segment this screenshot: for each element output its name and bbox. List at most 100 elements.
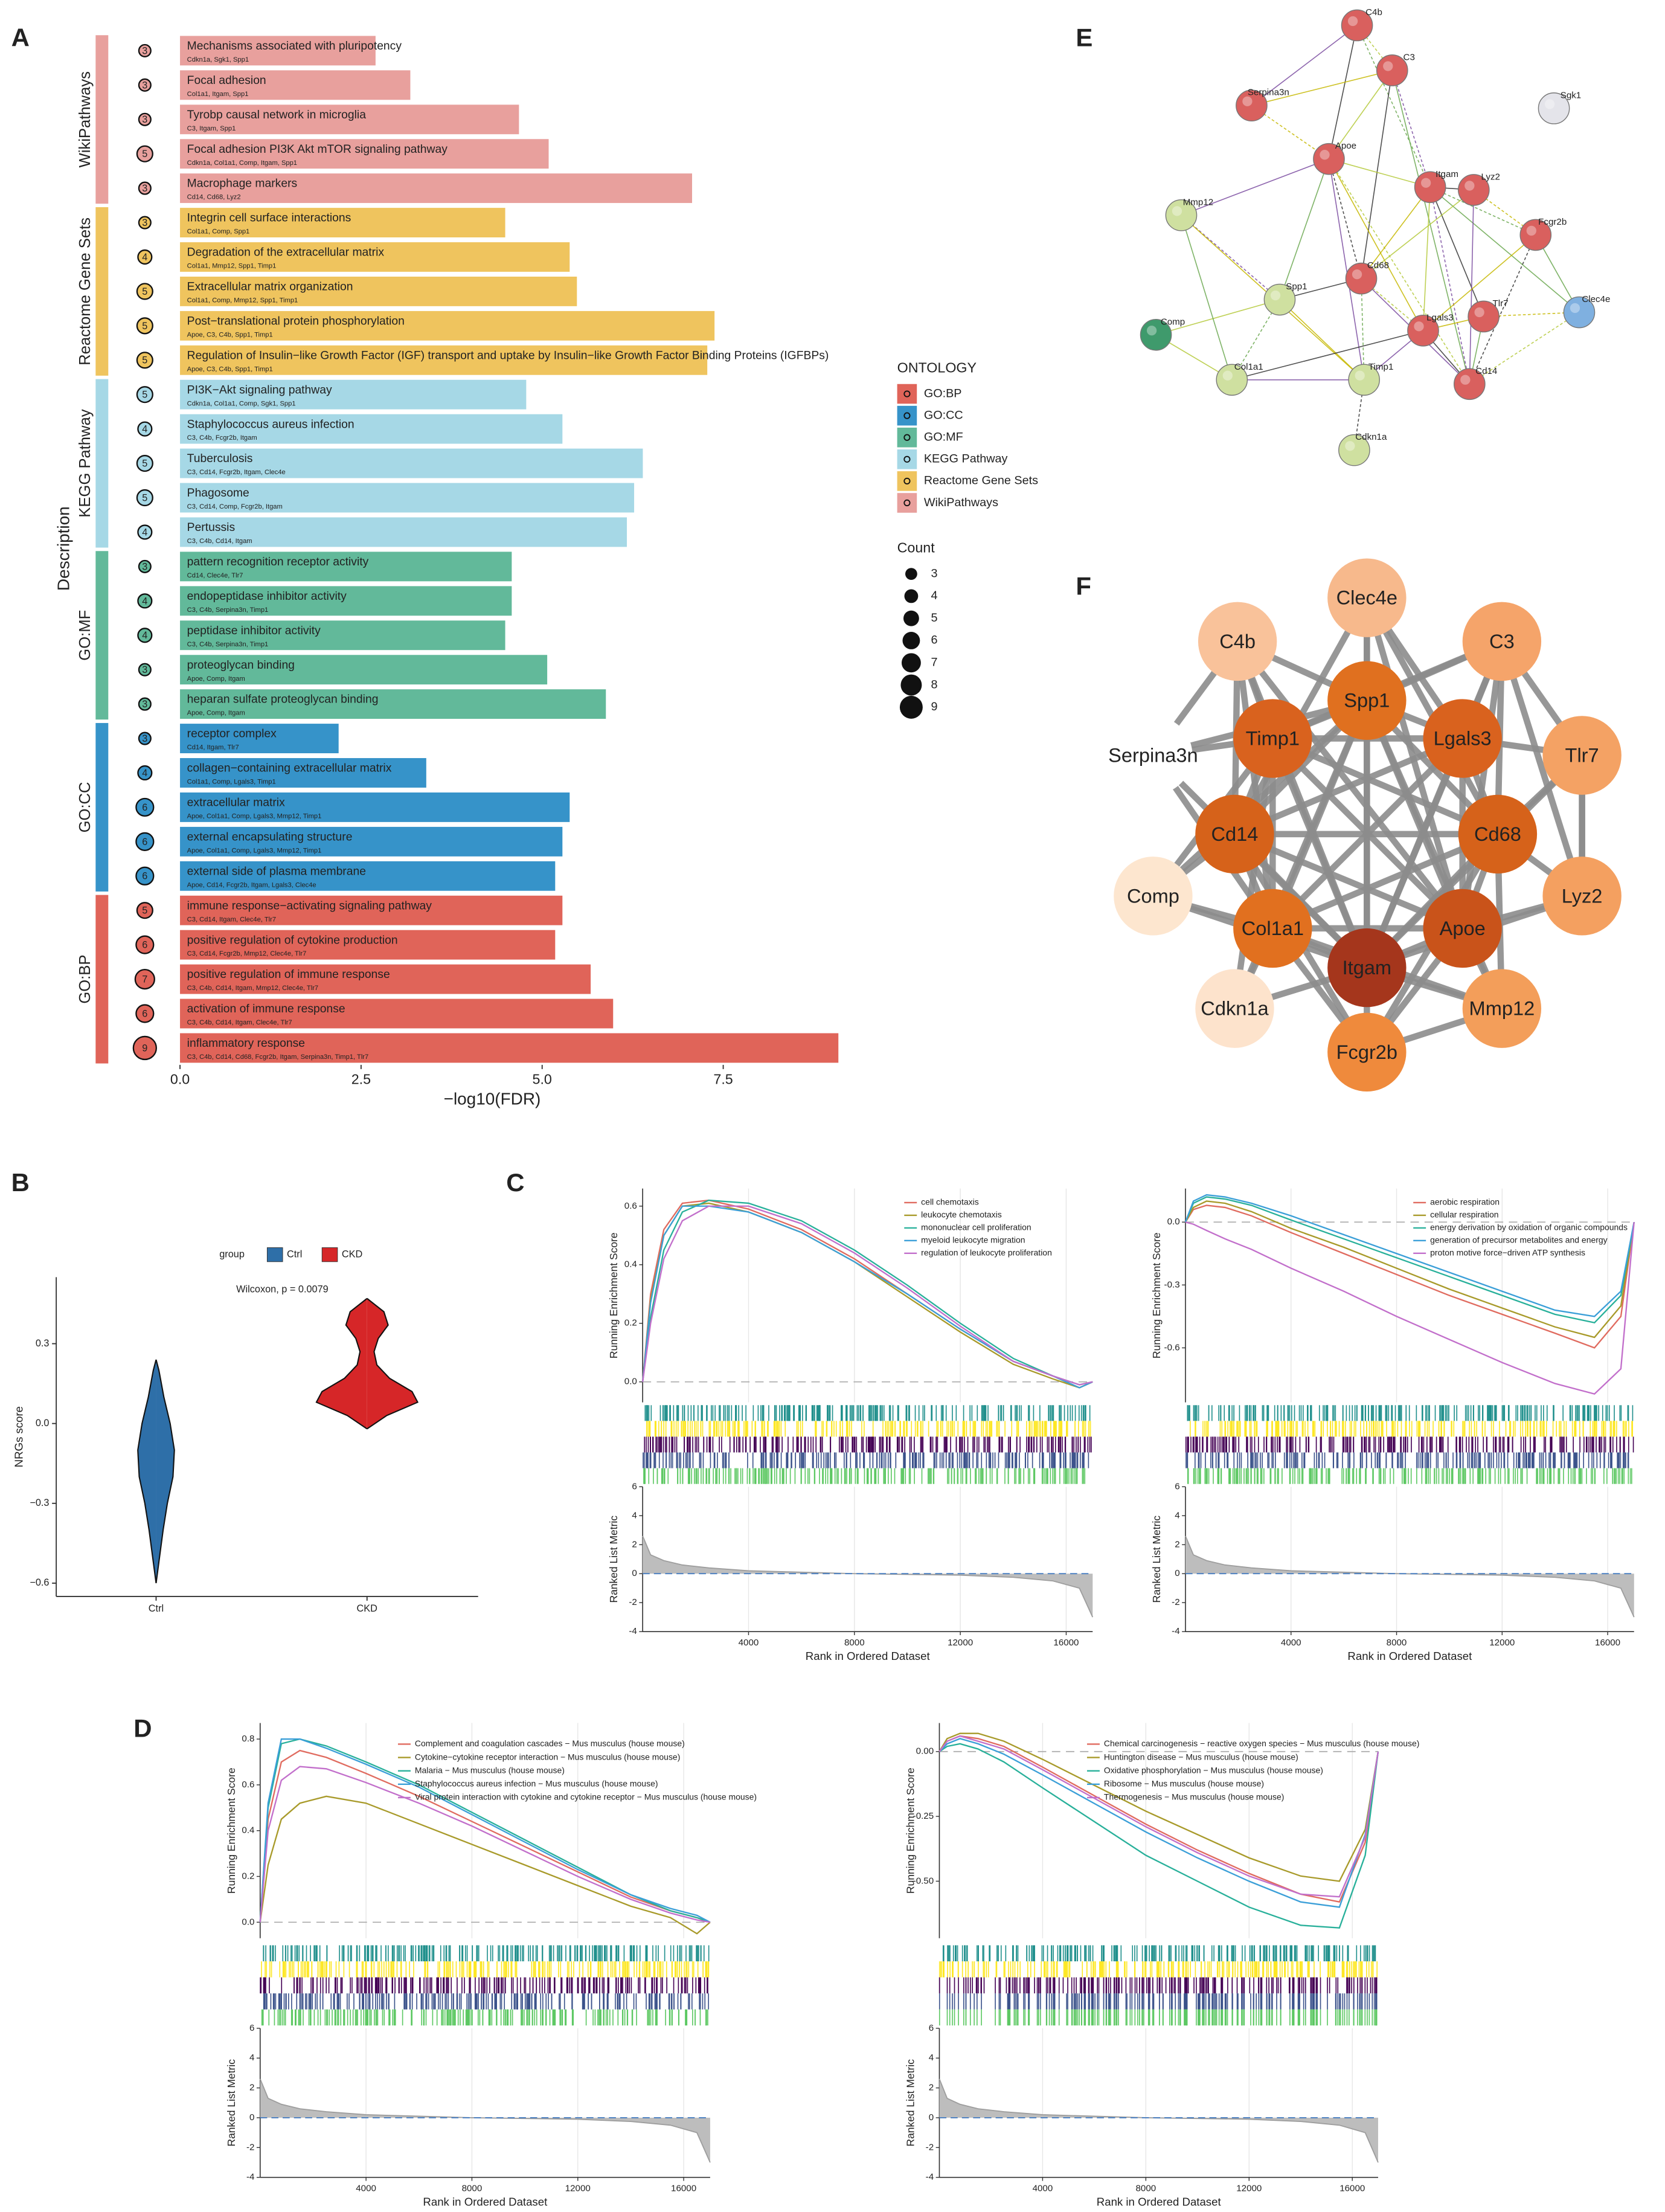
- gene-label: Apoe, Comp, Itgam: [187, 710, 245, 717]
- legend-label: GO:CC: [924, 408, 963, 422]
- count-label: 5: [142, 458, 147, 469]
- network-node: [1165, 199, 1198, 231]
- group-label: GO:BP: [77, 955, 94, 1004]
- legend-key-dot: [903, 434, 911, 441]
- count-dot: [137, 628, 153, 643]
- gene-label: Cdkn1a, Col1a1, Comp, Sgk1, Spp1: [187, 400, 296, 407]
- count-label: 3: [142, 699, 147, 710]
- y-axis-label: Running Enrichment Score: [225, 1767, 237, 1894]
- term-label: pattern recognition receptor activity: [187, 556, 369, 568]
- network-node: [1216, 364, 1248, 396]
- bar: [180, 379, 527, 410]
- y2-tick-label: 2: [1175, 1539, 1179, 1549]
- network-edge: [1469, 234, 1536, 385]
- annotation: Wilcoxon, p = 0.0079: [236, 1284, 329, 1295]
- gene-label: C3, C4b, Cd14, Cd68, Fcgr2b, Itgam, Serp…: [187, 1053, 369, 1061]
- es-curve: [938, 1743, 1379, 1929]
- node-label: Fcgr2b: [1538, 217, 1567, 227]
- gene-label: Cdkn1a, Col1a1, Comp, Itgam, Spp1: [187, 159, 297, 167]
- bar: [180, 414, 563, 444]
- node-highlight: [1345, 441, 1355, 451]
- bar: [180, 964, 591, 994]
- panel-label: D: [133, 1714, 152, 1742]
- network-edge: [1328, 25, 1358, 159]
- node-highlight: [1347, 16, 1358, 27]
- term-label: Focal adhesion PI3K Akt mTOR signaling p…: [187, 143, 448, 156]
- count-label: 5: [142, 149, 147, 159]
- count-label: 3: [142, 217, 147, 228]
- y-axis-label: Description: [54, 506, 72, 591]
- gene-label: Apoe, C3, C4b, Spp1, Timp1: [187, 331, 273, 338]
- y2-tick-label: -4: [1172, 1626, 1179, 1636]
- legend-label: Thermogenesis − Mus musculus (house mous…: [1104, 1792, 1285, 1802]
- x-tick-label: 16000: [671, 2183, 696, 2193]
- gene-label: C3, C4b, Cd14, Itgam: [187, 538, 252, 545]
- node-label: Apoe: [1335, 141, 1356, 151]
- network-node: [1563, 296, 1596, 329]
- gene-label: Apoe, Col1a1, Comp, Lgals3, Mmp12, Timp1: [187, 847, 322, 854]
- count-dot: [135, 935, 155, 954]
- legend-label: generation of precursor metabolites and …: [1430, 1235, 1608, 1245]
- network-edge: [1469, 190, 1475, 384]
- legend-label: aerobic respiration: [1430, 1197, 1500, 1207]
- y2-tick-label: -2: [926, 2142, 934, 2152]
- metric-line: [1185, 1535, 1635, 1618]
- size-legend-label: 7: [931, 656, 937, 669]
- panel-label: C: [506, 1168, 524, 1197]
- y-tick-label: 0.2: [624, 1318, 637, 1328]
- legend-key: [897, 427, 917, 448]
- count-dot: [138, 112, 152, 126]
- node-highlight: [1242, 96, 1253, 106]
- network-node: [1376, 54, 1408, 86]
- legend-label: KEGG Pathway: [924, 452, 1008, 466]
- term-label: Extracellular matrix organization: [187, 281, 353, 294]
- y2-tick-label: 4: [1175, 1510, 1179, 1520]
- x-axis-label: Rank in Ordered Dataset: [806, 1650, 931, 1662]
- y2-tick-label: 0: [929, 2112, 934, 2123]
- node-label: Spp1: [1286, 281, 1307, 292]
- group-strip: [95, 722, 109, 892]
- violin-half: [316, 1298, 367, 1429]
- bar: [180, 551, 512, 582]
- node-label: Col1a1: [1234, 362, 1263, 372]
- network-node: [1313, 143, 1345, 175]
- term-label: extracellular matrix: [187, 797, 285, 809]
- gene-label: C3, C4b, Cd14, Itgam, Clec4e, Tlr7: [187, 1019, 292, 1026]
- count-dot: [136, 454, 153, 472]
- bar: [180, 826, 563, 857]
- legend-label: leukocyte chemotaxis: [921, 1210, 1002, 1220]
- y-tick-label: −0.6: [30, 1577, 49, 1588]
- count-dot: [138, 216, 152, 230]
- node-highlight: [1474, 307, 1484, 318]
- network-node: [1140, 318, 1172, 351]
- count-label: 3: [142, 114, 147, 125]
- es-curve: [259, 1795, 711, 1935]
- gene-label: Col1a1, Itgam, Spp1: [187, 91, 249, 98]
- bar: [180, 1033, 839, 1063]
- term-label: Post−translational protein phosphorylati…: [187, 315, 405, 327]
- y-tick-label: -0.3: [1164, 1279, 1180, 1290]
- node-label: Timp1: [1368, 362, 1393, 372]
- count-label: 6: [142, 871, 147, 882]
- count-label: 4: [142, 424, 147, 435]
- count-dot: [138, 559, 152, 573]
- node-label: Mmp12: [1183, 197, 1213, 207]
- legend-label: Complement and coagulation cascades − Mu…: [415, 1738, 685, 1748]
- x-tick-label: 16000: [1595, 1638, 1620, 1648]
- metric-line: [259, 2079, 711, 2163]
- x-tick-label: 4000: [1033, 2183, 1053, 2193]
- x-axis-label: Rank in Ordered Dataset: [423, 2195, 548, 2208]
- network-edge: [1328, 158, 1362, 279]
- legend-title: group: [219, 1249, 245, 1259]
- network-edge: [1181, 214, 1280, 300]
- gene-label: C3, C4b, Serpina3n, Timp1: [187, 641, 269, 648]
- node-highlight: [1460, 375, 1471, 385]
- network-edge: [1429, 187, 1471, 384]
- y-tick-label: −0.3: [30, 1497, 49, 1508]
- y2-axis-label: Ranked List Metric: [225, 2059, 237, 2147]
- network-node: [1263, 283, 1296, 316]
- count-dot: [136, 145, 153, 162]
- legend-label: CKD: [342, 1249, 362, 1259]
- network-edge: [1356, 25, 1431, 188]
- count-dot: [138, 43, 152, 57]
